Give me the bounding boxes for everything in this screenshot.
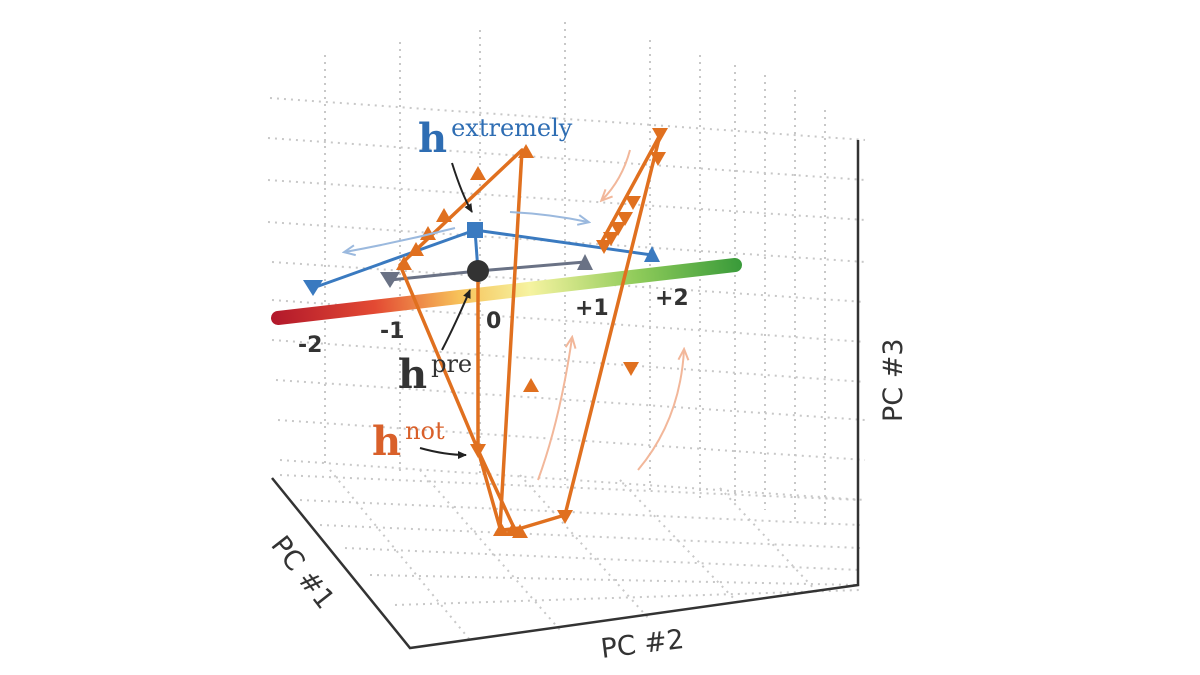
direction-arrows [345, 149, 684, 481]
not-marker-11 [610, 222, 626, 236]
label-h-not: h not [372, 417, 445, 465]
not-marker-14 [518, 144, 534, 158]
not-marker-6 [623, 362, 639, 376]
not-marker-19 [396, 256, 412, 270]
sentiment-scale-bar [271, 258, 742, 325]
pre-marker-left [380, 272, 400, 288]
label-h-pre: h pre [398, 350, 472, 398]
tick-plus-1: +1 [575, 296, 609, 321]
pointer-arrows [419, 162, 473, 459]
pre-marker-right [577, 254, 593, 270]
extremely-marker-right [644, 246, 660, 262]
extremely-marker-left [303, 280, 323, 296]
tick-minus-1: -1 [380, 319, 404, 344]
not-marker-12 [603, 232, 619, 246]
z-axis-label: PC #3 [878, 338, 909, 422]
extremely-series [303, 222, 660, 296]
not-marker-5 [557, 510, 573, 524]
not-marker-18 [408, 242, 424, 256]
pre-point [467, 260, 489, 282]
not-marker-10 [617, 212, 633, 226]
label-h-extremely: h extremely [418, 114, 573, 162]
not-marker-15 [470, 166, 486, 180]
axes-frame [271, 140, 860, 650]
not-marker-4 [512, 524, 528, 538]
not-marker-8 [652, 128, 668, 142]
not-marker-7 [650, 152, 666, 166]
tick-minus-2: -2 [298, 333, 322, 358]
not-series [396, 128, 668, 538]
not-marker-2 [493, 522, 509, 536]
x-axis-label: PC #1 [264, 530, 340, 615]
not-marker-9 [625, 196, 641, 210]
y-axis-label: PC #2 [599, 624, 686, 665]
tick-plus-2: +2 [655, 286, 689, 311]
extremely-marker-center [467, 222, 483, 238]
not-marker-13 [596, 240, 612, 254]
not-marker-1 [470, 444, 486, 458]
not-marker-16 [436, 208, 452, 222]
not-marker-20 [523, 378, 539, 392]
tick-zero: 0 [486, 309, 501, 334]
